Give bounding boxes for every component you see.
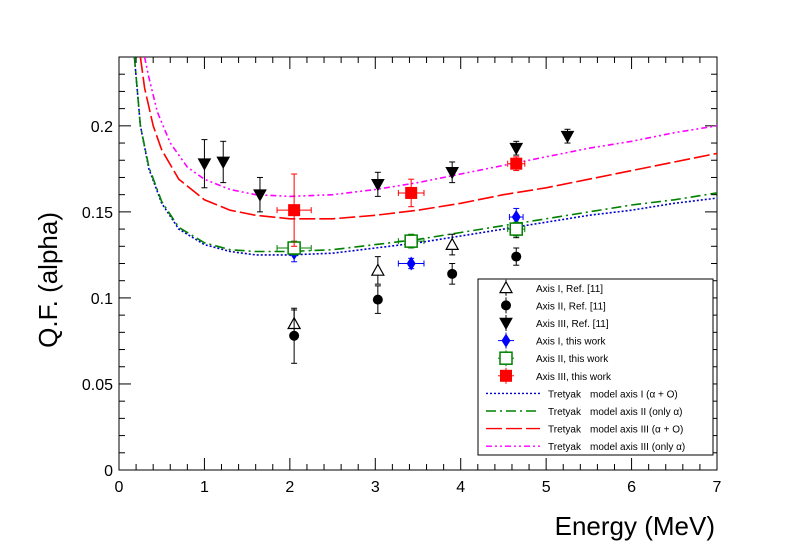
model-curve-3 (139, 57, 717, 220)
data-point (560, 130, 575, 144)
data-point (404, 234, 418, 248)
x-tick-label: 1 (200, 479, 209, 496)
legend-marker (500, 369, 512, 382)
legend-label: Axis II, this work (536, 354, 609, 365)
data-point (445, 237, 460, 250)
x-tick-label: 2 (285, 479, 294, 496)
data-point (370, 263, 385, 276)
y-tick-label: 0.05 (82, 377, 113, 394)
legend-label: Axis III, this work (536, 372, 612, 383)
data-point (370, 179, 385, 192)
legend-label-prefix: Tretyak (548, 389, 582, 400)
x-tick-label: 5 (542, 479, 551, 496)
data-point (509, 222, 523, 236)
data-point (289, 330, 300, 341)
data-point (511, 210, 521, 225)
x-tick-label: 7 (713, 479, 722, 496)
legend-marker (501, 333, 511, 348)
data-point (509, 142, 524, 156)
y-axis-title: Q.F. (alpha) (33, 212, 63, 348)
legend-label: Axis III, Ref. [11] (536, 319, 609, 330)
data-point (406, 256, 416, 271)
data-point (197, 158, 212, 171)
model-curve-1 (133, 57, 717, 256)
series-2 (289, 247, 522, 364)
y-tick-label: 0.2 (91, 119, 113, 136)
legend-label: model axis III (α + O) (590, 425, 683, 436)
data-point (253, 189, 267, 202)
legend-marker (498, 280, 514, 294)
x-tick-label: 6 (627, 479, 636, 496)
legend-label: Axis I, this work (536, 337, 606, 348)
data-point (216, 156, 231, 170)
legend-label: Axis I, Ref. [11] (536, 284, 603, 295)
legend-label: Axis II, Ref. [11] (536, 301, 606, 312)
data-point (447, 268, 458, 279)
legend-label-prefix: Tretyak (548, 425, 582, 436)
y-tick-label: 0 (104, 463, 113, 480)
legend-marker (499, 351, 513, 365)
data-point (511, 251, 522, 262)
model-curve-4 (143, 57, 717, 198)
data-point (372, 294, 383, 305)
legend-marker (501, 300, 511, 311)
data-point (405, 186, 418, 199)
y-tick-label: 0.1 (91, 291, 113, 308)
legend-label: model axis I (α + O) (590, 389, 678, 400)
data-point (510, 157, 523, 170)
legend-box (477, 278, 714, 456)
x-tick-label: 3 (371, 479, 380, 496)
y-tick-label: 0.15 (82, 205, 113, 222)
data-point (445, 166, 460, 180)
legend-label-prefix: Tretyak (548, 442, 582, 453)
x-tick-label: 0 (115, 479, 124, 496)
series-3 (197, 128, 575, 213)
legend-marker (499, 317, 513, 331)
data-point (288, 204, 301, 217)
series-6 (276, 156, 526, 247)
model-curve-2 (133, 57, 717, 253)
legend-label: model axis III (only α) (590, 442, 685, 453)
legend-label-prefix: Tretyak (548, 407, 582, 418)
x-tick-label: 4 (456, 479, 465, 496)
x-axis-title: Energy (MeV) (555, 511, 715, 541)
legend-label: model axis II (only α) (590, 407, 682, 418)
